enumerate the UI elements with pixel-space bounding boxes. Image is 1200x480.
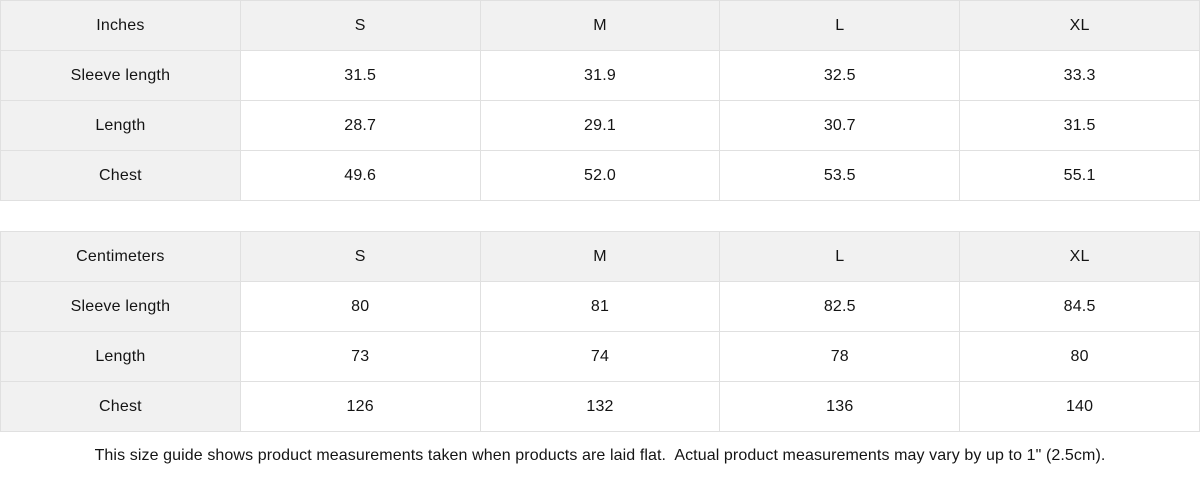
row-label-cell: Sleeve length xyxy=(0,50,241,101)
value-cell: 32.5 xyxy=(719,50,961,101)
size-table-centimeters: Centimeters S M L XL Sleeve length 80 81… xyxy=(0,231,1200,432)
size-header-cell-m: M xyxy=(479,231,721,282)
size-guide-note: This size guide shows product measuremen… xyxy=(94,447,1106,464)
value-cell: 80 xyxy=(239,281,481,332)
value-cell: 140 xyxy=(959,381,1200,432)
value-cell: 49.6 xyxy=(239,150,481,201)
table-row: Chest 126 132 136 140 xyxy=(0,381,1200,432)
unit-header-cell: Inches xyxy=(0,0,241,51)
size-header-cell-xl: XL xyxy=(959,0,1200,51)
size-header-cell-l: L xyxy=(719,231,961,282)
value-cell: 55.1 xyxy=(959,150,1200,201)
value-cell: 30.7 xyxy=(719,100,961,151)
header-row: Inches S M L XL xyxy=(0,0,1200,51)
unit-header-cell: Centimeters xyxy=(0,231,241,282)
value-cell: 78 xyxy=(719,331,961,382)
table-row: Length 73 74 78 80 xyxy=(0,331,1200,382)
value-cell: 84.5 xyxy=(959,281,1200,332)
size-header-cell-xl: XL xyxy=(959,231,1200,282)
table-row: Sleeve length 31.5 31.9 32.5 33.3 xyxy=(0,50,1200,101)
value-cell: 136 xyxy=(719,381,961,432)
value-cell: 31.9 xyxy=(479,50,721,101)
value-cell: 33.3 xyxy=(959,50,1200,101)
row-label-cell: Chest xyxy=(0,381,241,432)
value-cell: 29.1 xyxy=(479,100,721,151)
value-cell: 28.7 xyxy=(239,100,481,151)
row-label-cell: Length xyxy=(0,100,241,151)
value-cell: 31.5 xyxy=(959,100,1200,151)
row-label-cell: Chest xyxy=(0,150,241,201)
value-cell: 31.5 xyxy=(239,50,481,101)
value-cell: 74 xyxy=(479,331,721,382)
header-row: Centimeters S M L XL xyxy=(0,231,1200,282)
size-header-cell-m: M xyxy=(479,0,721,51)
row-label-cell: Sleeve length xyxy=(0,281,241,332)
value-cell: 73 xyxy=(239,331,481,382)
table-row: Chest 49.6 52.0 53.5 55.1 xyxy=(0,150,1200,201)
table-row: Sleeve length 80 81 82.5 84.5 xyxy=(0,281,1200,332)
table-gap-spacer xyxy=(0,201,1200,231)
value-cell: 53.5 xyxy=(719,150,961,201)
value-cell: 80 xyxy=(959,331,1200,382)
value-cell: 81 xyxy=(479,281,721,332)
value-cell: 132 xyxy=(479,381,721,432)
size-header-cell-s: S xyxy=(239,231,481,282)
size-header-cell-l: L xyxy=(719,0,961,51)
value-cell: 126 xyxy=(239,381,481,432)
value-cell: 82.5 xyxy=(719,281,961,332)
value-cell: 52.0 xyxy=(479,150,721,201)
size-header-cell-s: S xyxy=(239,0,481,51)
row-label-cell: Length xyxy=(0,331,241,382)
size-table-inches: Inches S M L XL Sleeve length 31.5 31.9 … xyxy=(0,0,1200,201)
table-row: Length 28.7 29.1 30.7 31.5 xyxy=(0,100,1200,151)
